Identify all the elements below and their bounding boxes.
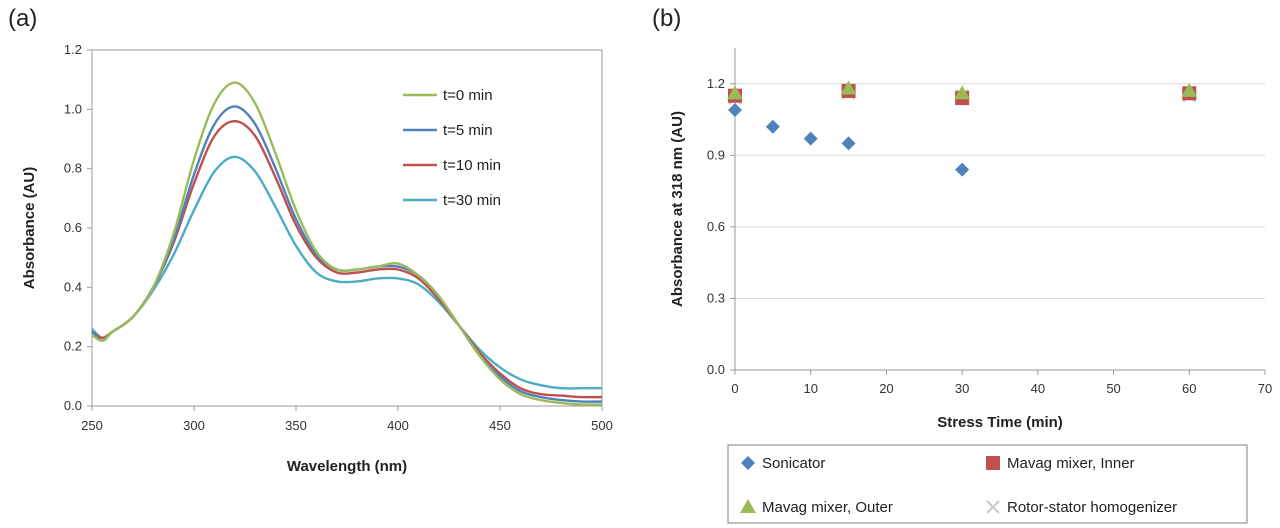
x-tick-label: 400 <box>387 418 409 433</box>
x-tick-label: 350 <box>285 418 307 433</box>
y-tick-label: 1.2 <box>707 76 725 91</box>
y-tick-label: 0.6 <box>64 220 82 235</box>
y-tick-label: 1.0 <box>64 101 82 116</box>
y-tick-label: 0.6 <box>707 219 725 234</box>
data-point-diamond <box>728 103 742 118</box>
legend-marker <box>986 500 1000 514</box>
legend-label: Mavag mixer, Inner <box>1007 455 1135 472</box>
data-point-triangle <box>727 85 743 100</box>
legend-marker <box>741 456 755 470</box>
y-tick-label: 0.4 <box>64 279 82 294</box>
legend-label: t=5 min <box>443 122 493 139</box>
x-tick-label: 20 <box>879 381 893 396</box>
x-tick-label: 50 <box>1106 381 1120 396</box>
series-line-t-5-min <box>91 105 603 403</box>
legend-label: t=10 min <box>443 157 501 174</box>
legend-label: Sonicator <box>762 455 825 472</box>
plot-area-a <box>91 49 603 407</box>
x-axis-title: Wavelength (nm) <box>287 458 407 475</box>
y-tick-label: 1.2 <box>64 42 82 57</box>
x-tick-label: 70 <box>1258 381 1272 396</box>
x-tick-label: 450 <box>489 418 511 433</box>
x-tick-label: 40 <box>1031 381 1045 396</box>
y-tick-label: 0.0 <box>64 398 82 413</box>
series-line-t-0-min <box>91 81 603 406</box>
data-point-triangle <box>1181 82 1198 97</box>
y-tick-label: 0.0 <box>707 362 725 377</box>
chart-a-spectra: 0.0 0.2 0.4 0.6 0.8 1.0 1.2 250 300 350 400 450 500 W… <box>21 42 613 475</box>
y-tick-label: 0.9 <box>707 147 725 162</box>
data-point-diamond <box>803 131 818 146</box>
data-point-triangle <box>840 80 857 95</box>
data-point-diamond <box>955 162 970 177</box>
x-tick-label: 30 <box>955 381 969 396</box>
y-tick-label: 0.3 <box>707 290 725 305</box>
series-line-t-30-min <box>91 155 602 390</box>
data-point-diamond <box>765 119 780 134</box>
y-axis-title: Absorbance (AU) <box>21 167 38 290</box>
legend-marker <box>986 456 1000 470</box>
x-tick-label: 60 <box>1182 381 1196 396</box>
legend-label: t=30 min <box>443 192 501 209</box>
x-tick-label: 300 <box>183 418 205 433</box>
legend-label: Rotor-stator homogenizer <box>1007 499 1177 516</box>
x-tick-label: 500 <box>591 418 613 433</box>
panel-b-label: (b) <box>652 5 681 32</box>
data-point-triangle <box>954 85 971 100</box>
x-tick-label: 250 <box>81 418 103 433</box>
chart-b-absorbance-vs-time: 0.0 0.3 0.6 0.9 1.2 0 10 20 30 40 50 60 70 Stress Tim… <box>669 48 1272 524</box>
y-tick-label: 0.8 <box>64 161 82 176</box>
x-axis-title: Stress Time (min) <box>937 414 1063 431</box>
x-tick-label: 10 <box>803 381 817 396</box>
y-tick-label: 0.2 <box>64 339 82 354</box>
legend-marker <box>740 499 756 513</box>
legend-label: t=0 min <box>443 87 493 104</box>
panel-a-label: (a) <box>8 5 37 32</box>
legend-label: Mavag mixer, Outer <box>762 499 893 516</box>
data-point-diamond <box>841 136 856 151</box>
x-tick-label: 0 <box>731 381 738 396</box>
series-line-t-10-min <box>91 120 603 399</box>
y-axis-title: Absorbance at 318 nm (AU) <box>669 111 686 307</box>
